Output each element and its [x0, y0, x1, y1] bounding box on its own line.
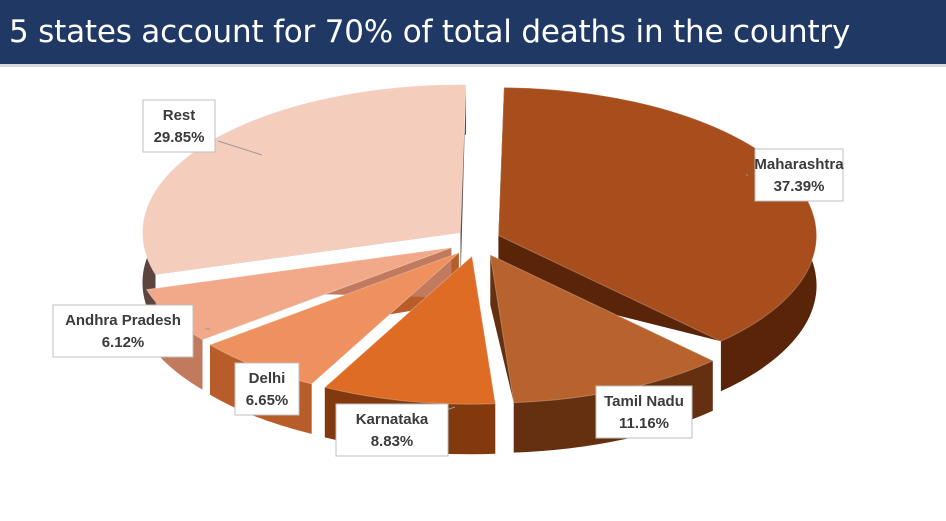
data-label-andhra-pradesh: Andhra Pradesh 6.12%: [52, 304, 194, 358]
label-box: [234, 362, 300, 416]
value-label: 29.85%: [154, 129, 205, 146]
slice-karnataka: [323, 255, 496, 405]
label-box: [142, 99, 216, 153]
data-label-delhi: Delhi 6.65%: [234, 362, 300, 416]
category-label: Maharashtra: [754, 156, 844, 173]
category-label: Rest: [163, 107, 196, 124]
title-divider: [0, 64, 946, 67]
category-label: Tamil Nadu: [604, 393, 684, 410]
data-label-tamil-nadu: Tamil Nadu 11.16%: [595, 385, 693, 439]
category-label: Andhra Pradesh: [65, 312, 181, 329]
category-label: Delhi: [249, 370, 286, 387]
category-label: Karnataka: [356, 411, 429, 428]
value-label: 6.12%: [102, 334, 145, 351]
value-label: 6.65%: [246, 392, 289, 409]
label-box: [335, 403, 449, 457]
label-box: [52, 304, 194, 358]
slice-side-andhra-pradesh: [146, 247, 452, 390]
value-label: 8.83%: [371, 433, 414, 450]
title-bar: 5 states account for 70% of total deaths…: [0, 0, 946, 64]
data-label-maharashtra: Maharashtra 37.39%: [754, 148, 844, 202]
label-box: [754, 148, 844, 202]
value-label: 11.16%: [619, 415, 669, 432]
data-label-rest: Rest 29.85%: [142, 99, 216, 153]
value-label: 37.39%: [774, 178, 825, 195]
label-box: [595, 385, 693, 439]
pie-chart: Maharashtra 37.39% Tamil Nadu 11.16% Karnata…: [52, 84, 844, 457]
chart-title: 5 states account for 70% of total deaths…: [9, 14, 851, 50]
data-label-karnataka: Karnataka 8.83%: [335, 403, 449, 457]
leader-line-rest: [217, 140, 263, 156]
